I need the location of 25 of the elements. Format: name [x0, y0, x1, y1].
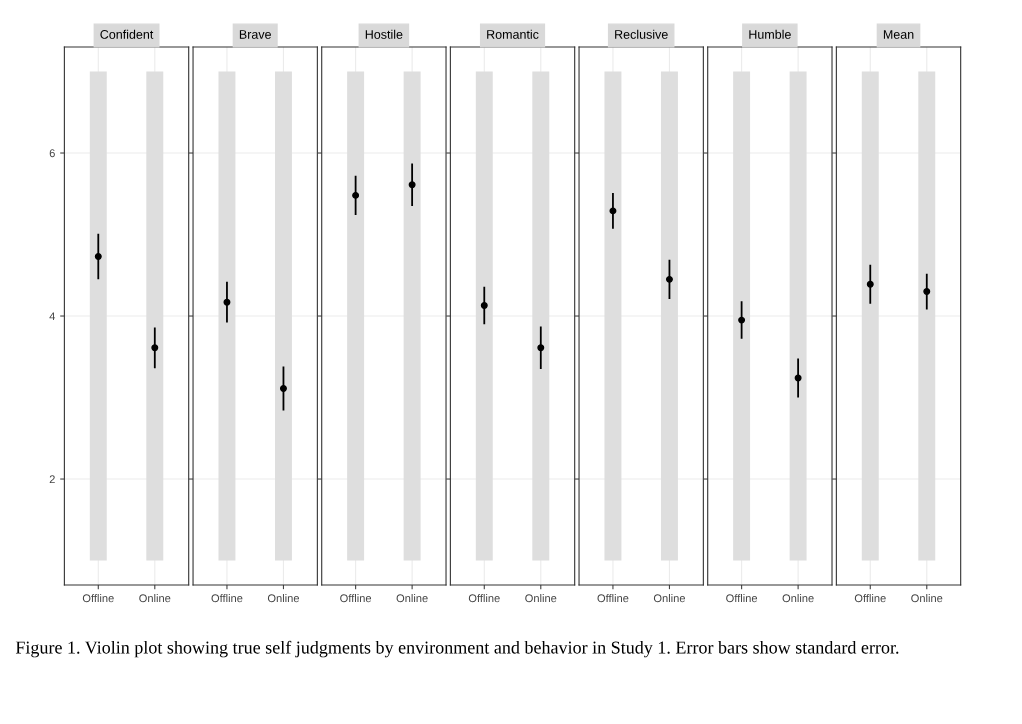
y-tick-label: 4: [49, 312, 56, 321]
chart-title: Brave: [239, 30, 271, 39]
y-tick-label: 2: [49, 475, 55, 484]
x-tick-label: Online: [525, 594, 557, 603]
x-tick-label: Online: [653, 594, 686, 603]
x-tick-label: Offline: [597, 594, 629, 603]
x-tick-label: Offline: [211, 594, 243, 603]
chart-title: Mean: [883, 30, 914, 39]
x-tick-label: Offline: [854, 594, 886, 603]
chart-title: Hostile: [365, 29, 403, 39]
x-tick-label: Online: [911, 594, 943, 603]
x-tick-label: Offline: [340, 594, 372, 603]
x-tick-label: Offline: [468, 594, 500, 603]
chart-title: Romantic: [487, 29, 539, 39]
caption: Figure 1. Violin plot showing true self judgments by environment and behavior in Study 1. Error bars show standard error.: [15, 640, 899, 658]
chart-title: Confident: [100, 29, 154, 39]
x-tick-label: Online: [782, 594, 814, 603]
x-tick-label: Online: [267, 594, 300, 603]
x-tick-label: Offline: [726, 594, 758, 603]
chart-title: Reclusive: [615, 29, 668, 39]
chart-title: Humble: [749, 29, 791, 39]
x-tick-label: Offline: [82, 594, 114, 603]
x-tick-label: Online: [139, 594, 171, 603]
y-tick-label: 6: [49, 149, 55, 158]
x-tick-label: Online: [396, 594, 428, 603]
